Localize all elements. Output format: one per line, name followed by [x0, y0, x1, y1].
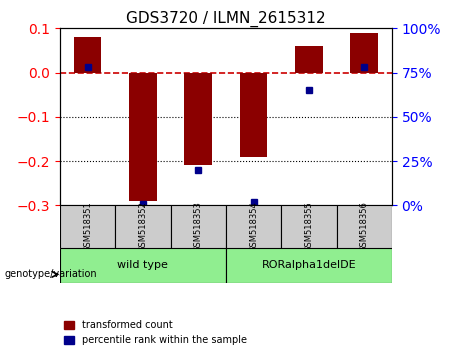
- Text: GSM518353: GSM518353: [194, 201, 203, 252]
- FancyBboxPatch shape: [60, 205, 115, 248]
- Bar: [295, 46, 323, 73]
- Bar: [184, 73, 212, 166]
- Text: wild type: wild type: [118, 261, 168, 270]
- Bar: [350, 33, 378, 73]
- Text: GSM518355: GSM518355: [304, 201, 313, 252]
- Bar: [74, 37, 101, 73]
- Bar: [129, 73, 157, 201]
- Text: GSM518354: GSM518354: [249, 201, 258, 252]
- Bar: [240, 73, 267, 157]
- FancyBboxPatch shape: [226, 248, 392, 283]
- Text: GSM518356: GSM518356: [360, 201, 369, 252]
- Text: genotype/variation: genotype/variation: [5, 269, 97, 279]
- Text: RORalpha1delDE: RORalpha1delDE: [261, 261, 356, 270]
- FancyBboxPatch shape: [171, 205, 226, 248]
- Legend: transformed count, percentile rank within the sample: transformed count, percentile rank withi…: [60, 316, 250, 349]
- FancyBboxPatch shape: [226, 205, 281, 248]
- FancyBboxPatch shape: [281, 205, 337, 248]
- FancyBboxPatch shape: [60, 248, 226, 283]
- FancyBboxPatch shape: [115, 205, 171, 248]
- Text: GSM518351: GSM518351: [83, 201, 92, 252]
- Title: GDS3720 / ILMN_2615312: GDS3720 / ILMN_2615312: [126, 11, 326, 27]
- Text: GSM518352: GSM518352: [138, 201, 148, 252]
- FancyBboxPatch shape: [337, 205, 392, 248]
